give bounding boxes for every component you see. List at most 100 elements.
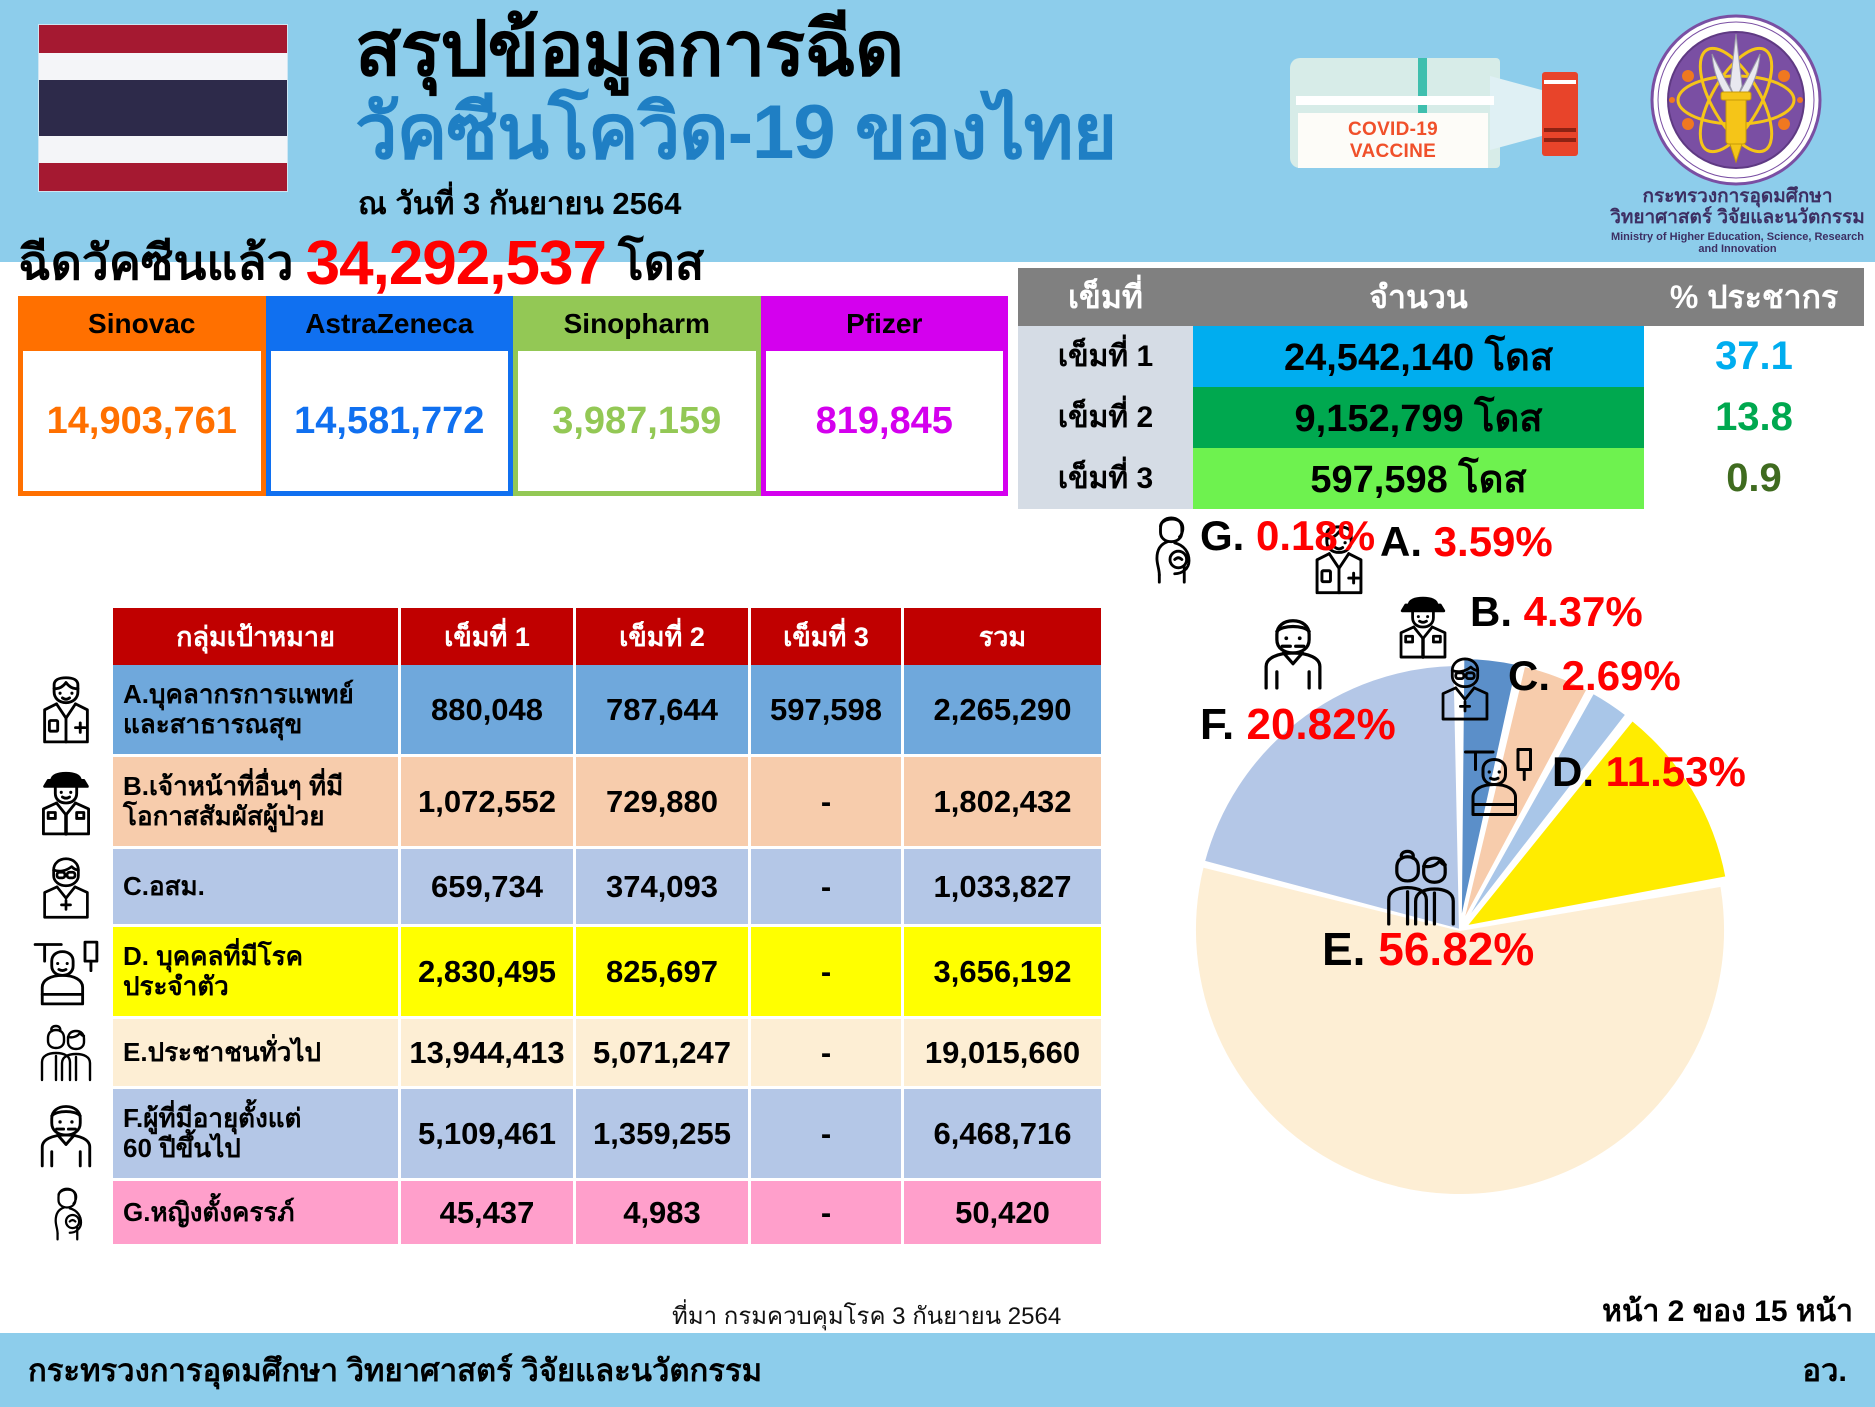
row-icon-4 [18,1019,113,1089]
row-dose1: 13,944,413 [401,1019,576,1089]
row-total: 50,420 [904,1181,1104,1247]
page-title-line1: สรุปข้อมูลการฉีด [355,7,904,92]
page-header: สรุปข้อมูลการฉีด วัคซีนโควิด-19 ของไทย ณ… [0,0,1875,262]
target-group-pie-chart: A. 3.59% B. 4.37% C. 2.69% D. 11.53% E. 56.8… [1140,512,1875,1300]
row-dose3: 597,598 [751,665,904,757]
brand-column-astrazeneca: AstraZeneca 14,581,772 [265,296,513,496]
elderly-person-icon [28,1097,104,1173]
row-dose1: 5,109,461 [401,1089,576,1181]
dose-percent-2: 13.8 [1644,387,1864,448]
doctor-icon [1300,522,1378,600]
row-dose1: 45,437 [401,1181,576,1247]
police-officer-icon [28,765,104,841]
row-total: 1,802,432 [904,757,1104,849]
pie-slice-G [1456,656,1461,924]
row-dose2: 5,071,247 [576,1019,751,1089]
covid-vaccine-vial-icon: COVID-19 VACCINE [1290,48,1580,178]
pie-icon-elderly-person-icon [1250,610,1336,696]
brand-column-pfizer: Pfizer 819,845 [760,296,1008,496]
brand-name-1: AstraZeneca [265,296,513,351]
dose-col-header-0: เข็มที่ [1068,278,1143,315]
total-doses-summary: ฉีดวัคซีนแล้ว 34,292,537 โดส [18,229,1008,298]
target-group-table: กลุ่มเป้าหมาย เข็มที่ 1 เข็มที่ 2 เข็มที… [18,608,1148,1247]
dose-col-header-2: % ประชากร [1669,278,1839,315]
brand-value-0: 14,903,761 [18,351,266,496]
health-volunteer-icon [30,852,102,924]
source-note: ที่มา กรมควบคุมโรค 3 กันยายน 2564 [672,1303,1062,1330]
row-group-name: A.บุคลากรการแพทย์ และสาธารณสุข [113,665,401,757]
pie-icon-police-officer-icon [1386,590,1460,664]
dose-label-2: เข็มที่ 2 [1018,387,1193,448]
row-icon-6 [18,1181,113,1247]
table-row: B.เจ้าหน้าที่อื่นๆ ที่มี โอกาสสัมผัสผู้ป่… [18,757,1148,849]
police-officer-icon [1386,590,1460,664]
report-date: ณ วันที่ 3 กันยายน 2564 [358,186,682,221]
row-total: 2,265,290 [904,665,1104,757]
dose-count-1: 24,542,140 โดส [1193,326,1644,387]
page-number: หน้า 2 ของ 15 หน้า [1602,1295,1853,1328]
patient-bed-icon [1458,742,1538,822]
general-public-icon [34,1022,98,1086]
pie-slice-D [1463,718,1728,928]
elderly-person-icon [1250,610,1336,696]
dose-count-3: 597,598 โดส [1193,448,1644,509]
general-public-icon [1378,846,1464,932]
row-group-name: F.ผู้ที่มีอายุตั้งแต่ 60 ปีขึ้นไป [113,1089,401,1181]
pie-icon-doctor-icon [1300,522,1378,600]
pie-slice-E [1194,865,1726,1196]
brand-value-1: 14,581,772 [265,351,513,496]
row-dose3: - [751,1181,904,1247]
table-row: G.หญิงตั้งครรภ์ 45,437 4,983-50,420 [18,1181,1148,1247]
dose-percent-1: 37.1 [1644,326,1864,387]
pregnant-woman-icon [1132,512,1208,588]
total-label: ฉีดวัคซีนแล้ว [18,237,294,290]
row-dose2: 729,880 [576,757,751,849]
pie-label-F: F. 20.82% [1200,700,1396,749]
row-group-name: E.ประชาชนทั่วไป [113,1019,401,1089]
row-total: 6,468,716 [904,1089,1104,1181]
row-dose2: 374,093 [576,849,751,927]
dose-count-2: 9,152,799 โดส [1193,387,1644,448]
dose-label-3: เข็มที่ 3 [1018,448,1193,509]
pie-label-C: C. 2.69% [1508,652,1681,699]
pie-label-D: D. 11.53% [1552,748,1746,795]
pregnant-woman-icon [36,1184,96,1244]
pie-icon-pregnant-woman-icon [1132,512,1208,588]
dose-row-2: เข็มที่ 2 9,152,799 โดส 13.8 [1018,387,1864,448]
ministry-name-en: Ministry of Higher Education, Science, R… [1610,230,1865,255]
ministry-name-th-1: กระทรวงการอุดมศึกษา [1642,186,1833,207]
row-total: 3,656,192 [904,927,1104,1019]
icon-spacer [18,608,113,665]
row-icon-5 [18,1089,113,1181]
row-dose2: 4,983 [576,1181,751,1247]
pie-slice-B [1461,664,1589,924]
vial-label-line1: COVID-19 [1347,118,1439,140]
doctor-icon [28,673,104,749]
table-row: E.ประชาชนทั่วไป 13,944,413 5,071,247-19,01… [18,1019,1148,1089]
th-dose3: เข็มที่ 3 [751,608,904,665]
row-group-name: C.อสม. [113,849,401,927]
thailand-flag-icon [38,24,288,192]
dose-summary-table: เข็มที่ จำนวน % ประชากร เข็มที่ 1 24,542,… [1018,268,1864,509]
table-row: C.อสม. 659,734 374,093-1,033,827 [18,849,1148,927]
table-row: A.บุคลากรการแพทย์ และสาธารณสุข 880,048 787,… [18,665,1148,757]
row-total: 19,015,660 [904,1019,1104,1089]
row-dose2: 787,644 [576,665,751,757]
row-icon-2 [18,849,113,927]
row-dose1: 659,734 [401,849,576,927]
th-total: รวม [904,608,1104,665]
dose-label-1: เข็มที่ 1 [1018,326,1193,387]
footer-bar: กระทรวงการอุดมศึกษา วิทยาศาสตร์ วิจัยและ… [0,1333,1875,1407]
pie-label-A: A. 3.59% [1380,518,1553,565]
page-title-line2: วัคซีนโควิด-19 ของไทย [355,90,1117,175]
brand-name-2: Sinopharm [513,296,761,351]
row-dose1: 2,830,495 [401,927,576,1019]
th-dose2: เข็มที่ 2 [576,608,751,665]
row-group-name: D. บุคคลที่มีโรค ประจำตัว [113,927,401,1019]
row-icon-3 [18,927,113,1019]
patient-bed-icon [28,935,104,1011]
pie-svg [1194,656,1728,1196]
vaccine-brand-table: Sinovac 14,903,761 AstraZeneca 14,581,772 Si… [18,296,1008,496]
th-dose1: เข็มที่ 1 [401,608,576,665]
dose-percent-3: 0.9 [1644,448,1864,509]
